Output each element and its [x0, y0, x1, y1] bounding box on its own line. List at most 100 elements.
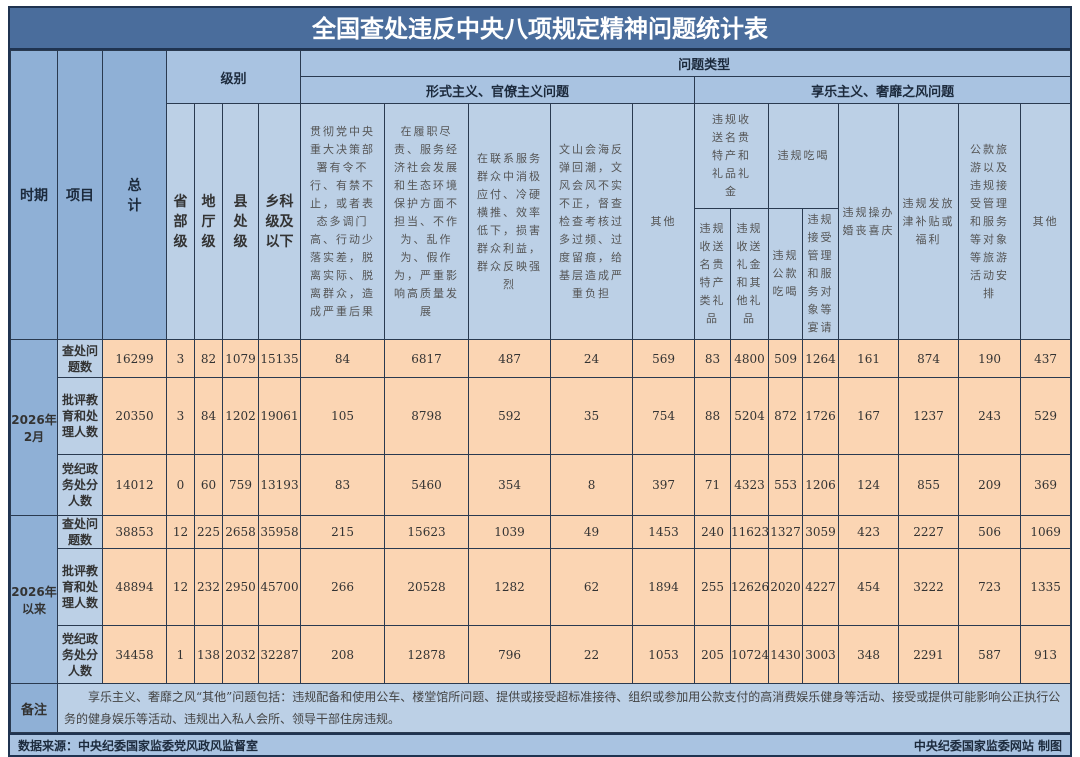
value-cell: 83: [300, 454, 386, 516]
header-formalism: 形式主义、官僚主义问题: [300, 76, 696, 104]
value-cell: 20528: [384, 548, 470, 626]
value-cell: 15623: [384, 515, 470, 549]
header-dining-sub: 违规公款吃喝: [768, 208, 804, 340]
value-cell: 1726: [802, 377, 840, 455]
value-cell: 2227: [898, 515, 960, 549]
item-cell: 批评教育和处理人数: [57, 377, 103, 455]
value-cell: 1039: [468, 515, 552, 549]
value-cell: 167: [838, 377, 900, 455]
header-total: 总计: [102, 50, 167, 340]
header-dining-sub: 违规接受管理和服务对象等宴请: [802, 208, 840, 340]
value-cell: 8798: [384, 377, 470, 455]
value-cell: 1079: [222, 339, 259, 378]
item-cell: 查处问题数: [57, 339, 103, 378]
value-cell: 2658: [222, 515, 259, 549]
value-cell: 509: [768, 339, 804, 378]
value-cell: 266: [300, 548, 386, 626]
header-level-provincial: 省部级: [166, 103, 195, 340]
value-cell: 82: [194, 339, 223, 378]
value-cell: 2020: [768, 548, 804, 626]
value-cell: 2291: [898, 625, 960, 684]
value-cell: 1430: [768, 625, 804, 684]
value-cell: 215: [300, 515, 386, 549]
value-cell: 1: [166, 625, 195, 684]
header-formalism-other: 其他: [632, 103, 696, 340]
table-row: 2026年以来 查处问题数 38853 12 225 2658 35958 215 15623 1…: [10, 515, 1072, 684]
value-cell: 16299: [102, 339, 167, 378]
period-cell: 2026年以来: [10, 515, 58, 684]
page-title: 全国查处违反中央八项规定精神问题统计表: [10, 8, 1070, 50]
value-cell: 348: [838, 625, 900, 684]
value-cell: 2032: [222, 625, 259, 684]
value-cell: 225: [194, 515, 223, 549]
table-row: 2026年2月 查处问题数 16299 3 82 1079 15135 84 6817 487 24…: [10, 339, 1072, 516]
value-cell: 49: [550, 515, 634, 549]
header-hedonism-other: 其他: [1020, 103, 1072, 340]
value-cell: 232: [194, 548, 223, 626]
value-cell: 397: [632, 454, 696, 516]
value-cell: 1202: [222, 377, 259, 455]
header-period: 时期: [10, 50, 58, 340]
value-cell: 3003: [802, 625, 840, 684]
header-item: 项目: [57, 50, 103, 340]
statistics-table-container: 全国查处违反中央八项规定精神问题统计表 时期 项目 总计 级别 问题类型 形式主…: [8, 6, 1072, 757]
value-cell: 14012: [102, 454, 167, 516]
value-cell: 3: [166, 339, 195, 378]
header-formalism-col: 贯彻党中央重大决策部署有令不行、有禁不止，或者表态多调门高、行动少落实差，脱离实…: [300, 103, 386, 340]
value-cell: 255: [694, 548, 732, 626]
value-cell: 124: [838, 454, 900, 516]
value-cell: 723: [958, 548, 1022, 626]
value-cell: 161: [838, 339, 900, 378]
value-cell: 205: [694, 625, 732, 684]
value-cell: 913: [1020, 625, 1072, 684]
value-cell: 592: [468, 377, 552, 455]
value-cell: 4800: [730, 339, 770, 378]
period-cell: 2026年2月: [10, 339, 58, 516]
value-cell: 553: [768, 454, 804, 516]
value-cell: 454: [838, 548, 900, 626]
value-cell: 84: [194, 377, 223, 455]
value-cell: 60: [194, 454, 223, 516]
value-cell: 506: [958, 515, 1022, 549]
value-cell: 487: [468, 339, 552, 378]
value-cell: 587: [958, 625, 1022, 684]
value-cell: 24: [550, 339, 634, 378]
value-cell: 38853: [102, 515, 167, 549]
header-problem-type: 问题类型: [300, 50, 1072, 77]
value-cell: 6817: [384, 339, 470, 378]
value-cell: 190: [958, 339, 1022, 378]
header-level-township: 乡科级及以下: [257, 103, 302, 340]
value-cell: 83: [694, 339, 732, 378]
value-cell: 12: [166, 515, 195, 549]
value-cell: 569: [632, 339, 696, 378]
header-formalism-col: 文山会海反弹回潮，文风会风不实不正，督查检查考核过多过频、过度留痕，给基层造成严…: [550, 103, 634, 340]
value-cell: 22: [550, 625, 634, 684]
value-cell: 796: [468, 625, 552, 684]
value-cell: 8: [550, 454, 634, 516]
value-cell: 874: [898, 339, 960, 378]
value-cell: 88: [694, 377, 732, 455]
header-hedonism-col: 违规发放津补贴或福利: [898, 103, 960, 340]
value-cell: 3222: [898, 548, 960, 626]
table-row: 党纪政务处分人数 14012 0 60 759 13193 83 5460 354 8 397 71 4…: [11, 454, 1072, 516]
value-cell: 32287: [257, 625, 302, 684]
header-formalism-col: 在履职尽责、服务经济社会发展和生态环境保护方面不担当、不作为、乱作为、假作为，严…: [384, 103, 470, 340]
value-cell: 437: [1020, 339, 1072, 378]
value-cell: 243: [958, 377, 1022, 455]
value-cell: 529: [1020, 377, 1072, 455]
value-cell: 1327: [768, 515, 804, 549]
footer: 数据来源：中央纪委国家监委党风政风监督室 中央纪委国家监委网站 制图: [10, 733, 1070, 755]
value-cell: 1264: [802, 339, 840, 378]
value-cell: 872: [768, 377, 804, 455]
value-cell: 208: [300, 625, 386, 684]
value-cell: 3: [166, 377, 195, 455]
item-cell: 批评教育和处理人数: [57, 548, 103, 626]
header-hedonism: 享乐主义、奢靡之风问题: [694, 76, 1072, 104]
table-row: 批评教育和处理人数 20350 3 84 1202 19061 105 8798 592 35 75…: [11, 377, 1072, 455]
value-cell: 71: [694, 454, 732, 516]
value-cell: 4323: [730, 454, 770, 516]
value-cell: 1069: [1020, 515, 1072, 549]
value-cell: 1237: [898, 377, 960, 455]
value-cell: 62: [550, 548, 634, 626]
value-cell: 13193: [257, 454, 302, 516]
